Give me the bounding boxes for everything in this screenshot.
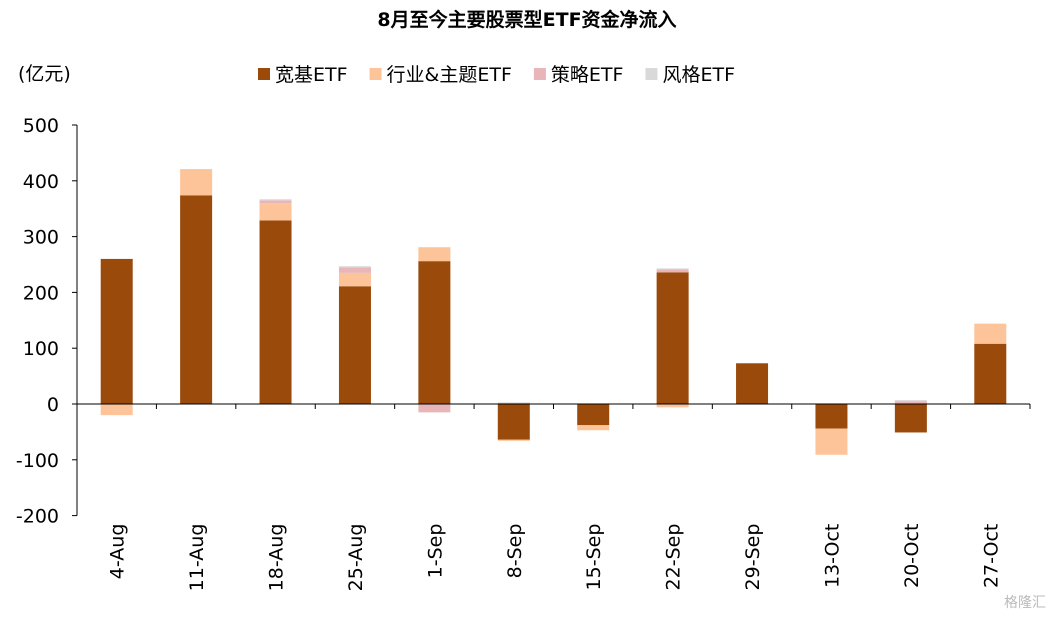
bar-segment bbox=[418, 261, 451, 404]
bar-segment bbox=[180, 195, 213, 404]
y-tick-label: 200 bbox=[23, 282, 59, 304]
bar-segment bbox=[577, 425, 610, 431]
x-tick-label: 22-Sep bbox=[663, 524, 685, 591]
bar-segment bbox=[656, 272, 689, 404]
y-tick-label: -100 bbox=[16, 450, 59, 472]
x-tick-label: 20-Oct bbox=[901, 524, 923, 588]
bar-segment bbox=[656, 269, 689, 273]
unit-label: (亿元) bbox=[18, 63, 71, 85]
bar-segment bbox=[815, 428, 848, 455]
bar-segment bbox=[100, 404, 133, 416]
x-tick-label: 15-Sep bbox=[583, 524, 605, 591]
bar-segment bbox=[974, 323, 1007, 344]
bar-segment bbox=[497, 402, 530, 404]
legend-swatch bbox=[533, 68, 546, 80]
y-tick-label: 500 bbox=[23, 115, 59, 137]
x-tick-label: 11-Aug bbox=[186, 524, 208, 592]
x-tick-label: 25-Aug bbox=[345, 524, 367, 592]
bar-segment bbox=[974, 343, 1007, 404]
x-tick-label: 29-Sep bbox=[742, 524, 764, 591]
x-tick-label: 13-Oct bbox=[821, 524, 843, 588]
bar-segment bbox=[338, 267, 371, 273]
y-tick-label: -200 bbox=[16, 506, 59, 528]
bar-segment bbox=[259, 200, 292, 204]
x-tick-label: 1-Sep bbox=[424, 524, 446, 579]
bar-segment bbox=[418, 247, 451, 262]
y-tick-label: 100 bbox=[23, 338, 59, 360]
bar-segment bbox=[497, 404, 530, 440]
legend: 宽基ETF 行业&主题ETF 策略ETF 风格ETF bbox=[258, 64, 735, 86]
chart-title: 8月至今主要股票型ETF资金净流入 bbox=[377, 8, 676, 31]
legend-swatch bbox=[645, 68, 658, 80]
legend-label: 行业&主题ETF bbox=[387, 64, 512, 86]
bar-segment bbox=[656, 404, 689, 408]
bar-segment bbox=[497, 402, 530, 403]
bar-segment bbox=[736, 363, 769, 404]
bar-segment bbox=[338, 266, 371, 268]
legend-swatch bbox=[258, 68, 270, 80]
bar-segment bbox=[894, 401, 927, 404]
legend-label: 风格ETF bbox=[662, 64, 735, 86]
legend-label: 策略ETF bbox=[551, 64, 624, 86]
bar-segment bbox=[656, 268, 689, 270]
bar-segment bbox=[894, 404, 927, 433]
y-tick-label: 0 bbox=[47, 394, 59, 416]
legend-label: 宽基ETF bbox=[275, 64, 348, 86]
plot-area: 500 400 300 200 100 0 -100 -200 4-Aug 11-Aug 18-Au… bbox=[16, 115, 1031, 592]
bar-segment bbox=[894, 400, 927, 402]
x-tick-label: 4-Aug bbox=[107, 524, 129, 580]
legend-swatch bbox=[369, 68, 382, 80]
bar-segment bbox=[497, 439, 530, 441]
bar-segment bbox=[259, 199, 292, 201]
bar-segment bbox=[338, 272, 371, 287]
bar-segment bbox=[418, 404, 451, 413]
bar-segment bbox=[259, 220, 292, 404]
bar-segment bbox=[180, 169, 213, 196]
bar-segment bbox=[577, 404, 610, 426]
y-tick-label: 400 bbox=[23, 171, 59, 193]
watermark-logo: 格隆汇 bbox=[1004, 595, 1046, 611]
bar-segment bbox=[815, 404, 848, 429]
x-tick-label: 8-Sep bbox=[504, 524, 526, 579]
bar-segment bbox=[338, 286, 371, 404]
x-tick-label: 27-Oct bbox=[980, 524, 1002, 588]
bar-segment bbox=[100, 258, 133, 404]
bar-segment bbox=[259, 203, 292, 221]
y-tick-label: 300 bbox=[23, 227, 59, 249]
x-tick-label: 18-Aug bbox=[266, 524, 288, 592]
